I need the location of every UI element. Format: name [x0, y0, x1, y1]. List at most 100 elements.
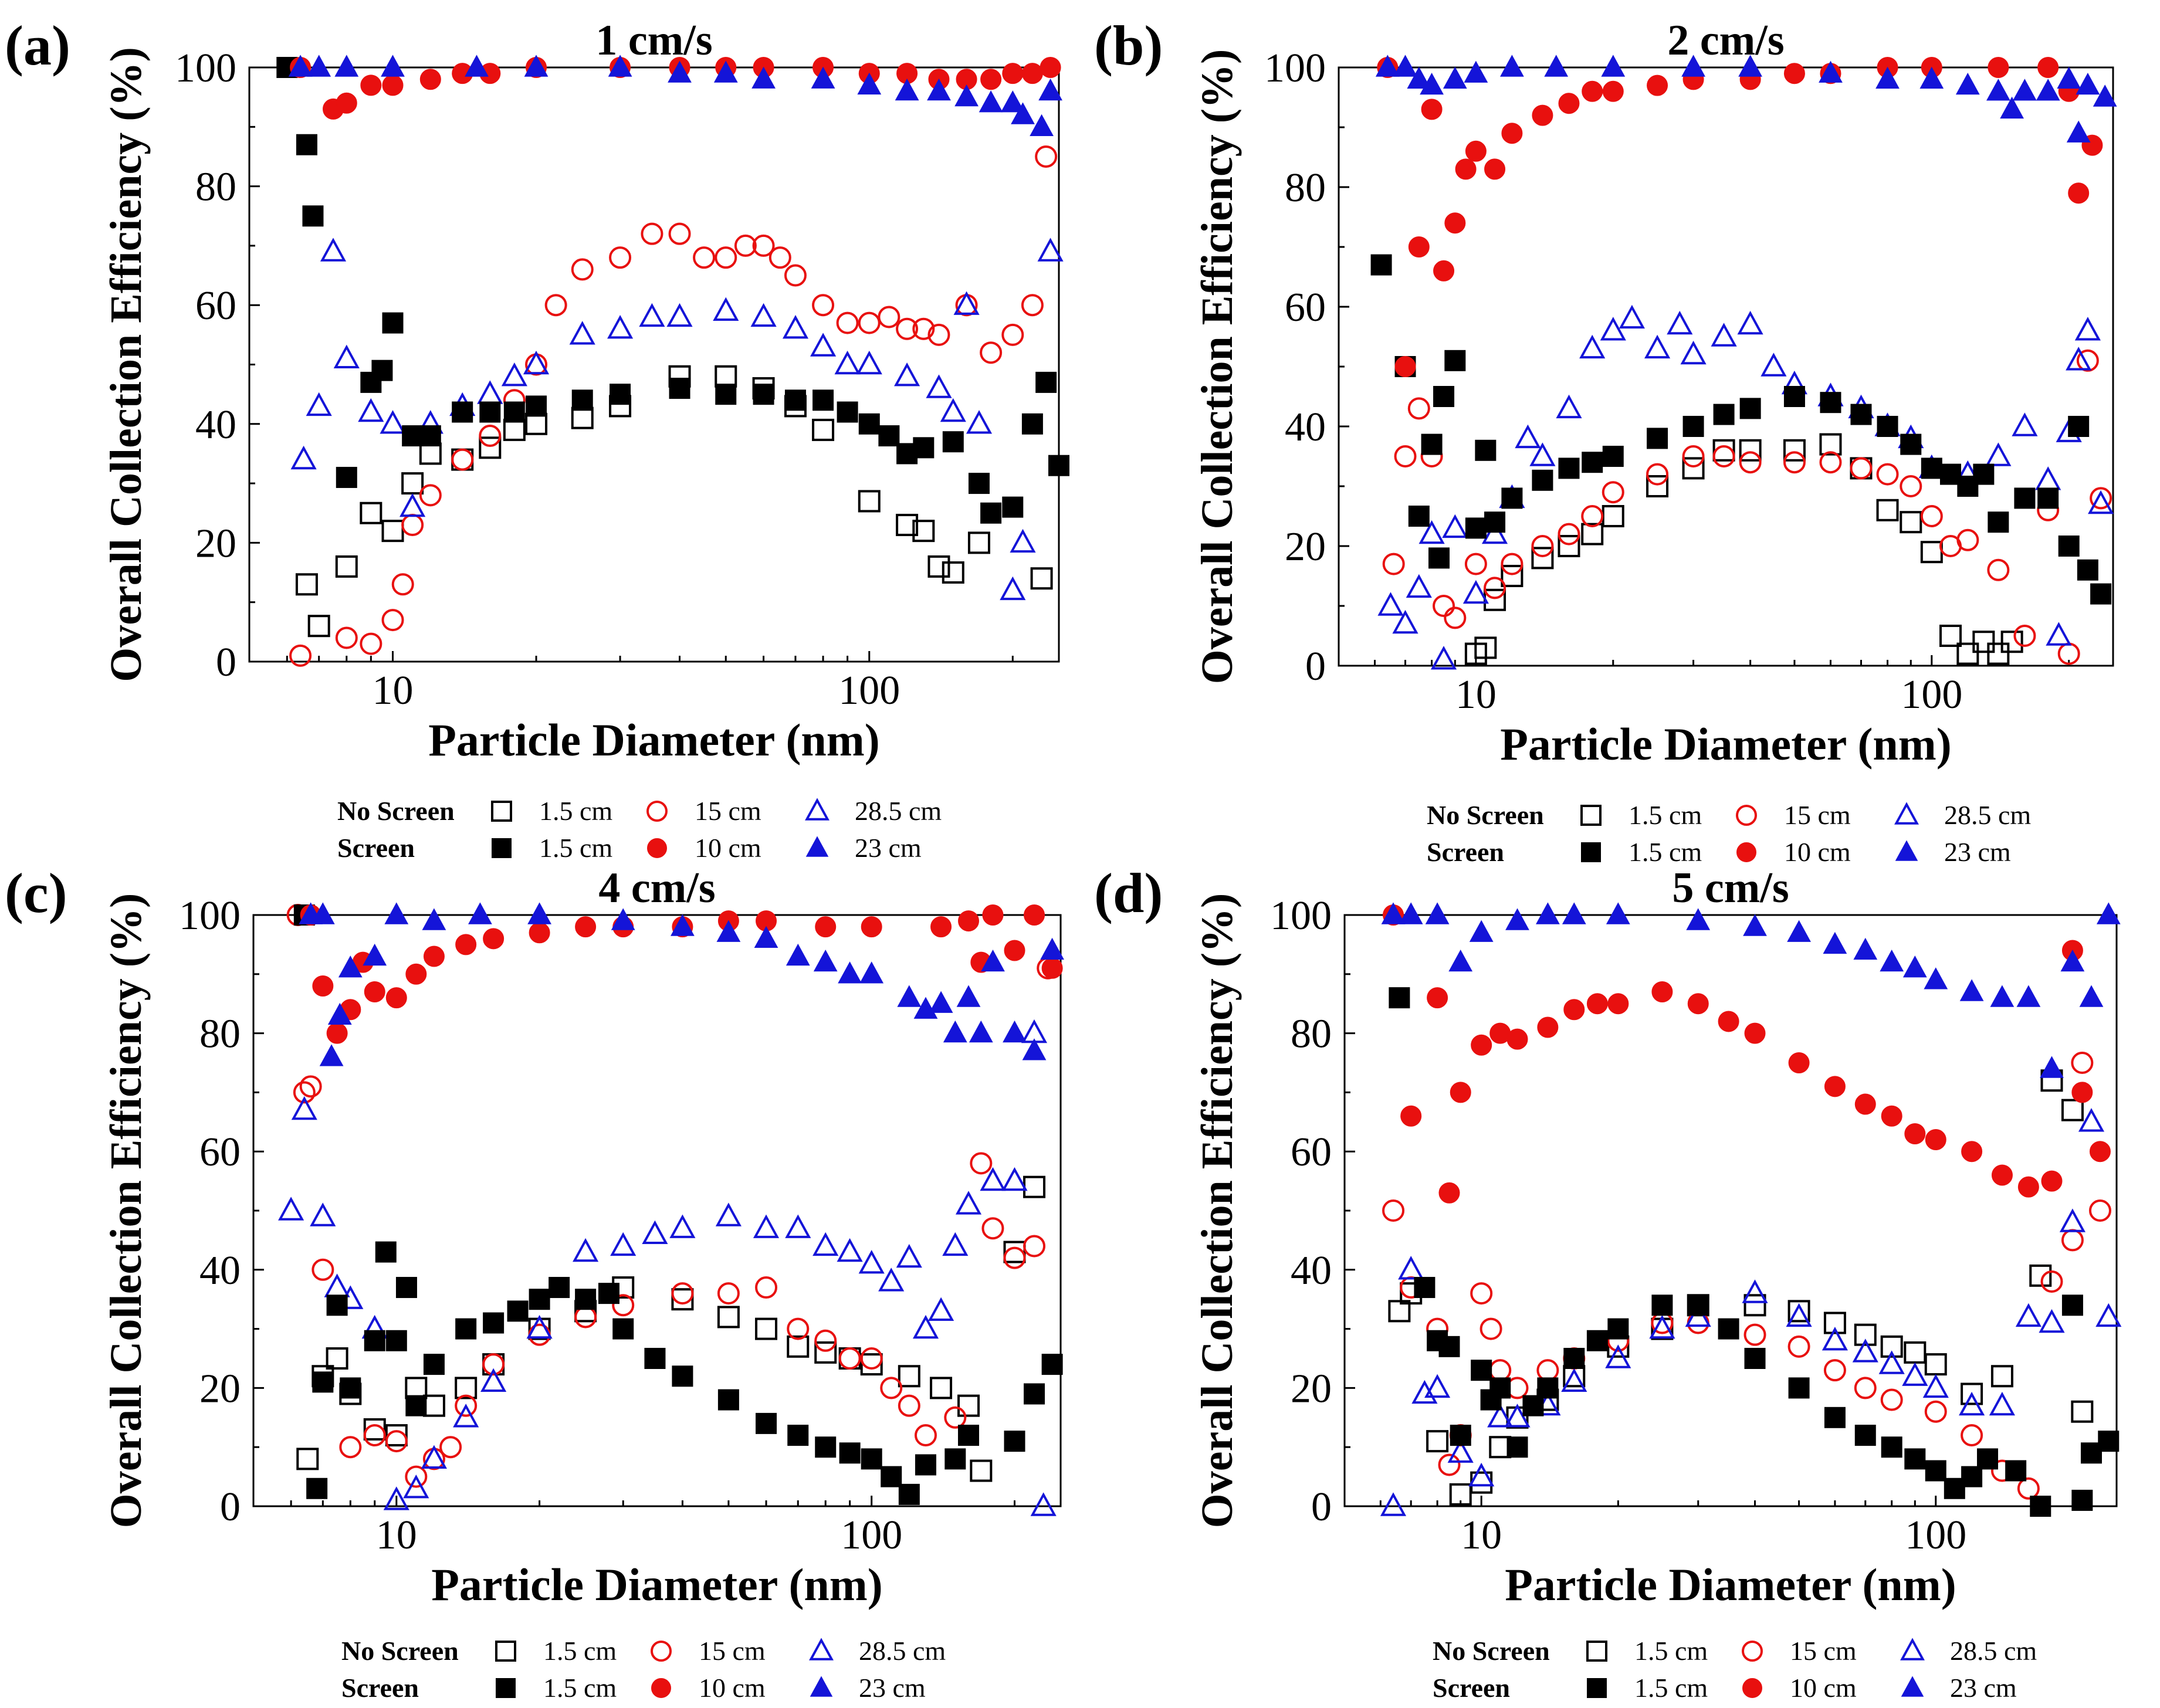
- data-point: [2014, 487, 2036, 509]
- legend-entry-label: 28.5 cm: [855, 796, 942, 826]
- data-point: [1961, 1141, 1983, 1163]
- data-point: [2071, 1052, 2094, 1074]
- data-point: [927, 323, 950, 346]
- series-no-screen-28-5-cm: [278, 1019, 1057, 1516]
- data-point: [1788, 1377, 1810, 1399]
- data-point: [980, 1167, 1006, 1191]
- data-point: [380, 410, 406, 434]
- data-point: [2036, 79, 2060, 101]
- data-point: [482, 1353, 505, 1376]
- data-point: [1904, 1123, 1926, 1144]
- data-point: [913, 997, 938, 1019]
- data-point: [1487, 1404, 1514, 1428]
- data-point: [1030, 114, 1054, 136]
- data-point: [1919, 66, 1944, 89]
- data-point: [2076, 73, 2100, 95]
- data-point: [455, 1318, 477, 1340]
- data-point: [861, 1448, 882, 1470]
- data-point: [1484, 158, 1506, 180]
- data-point: [1455, 158, 1477, 180]
- data-point: [958, 910, 980, 932]
- data-point: [1035, 145, 1058, 168]
- y-tick-label: 40: [195, 402, 236, 448]
- data-point: [455, 1377, 478, 1399]
- data-point: [1380, 1492, 1407, 1516]
- data-point: [1961, 1466, 1983, 1487]
- legend-entry-label: 28.5 cm: [859, 1636, 946, 1666]
- legend-marker: [491, 801, 512, 822]
- data-point: [1900, 511, 1922, 534]
- data-point: [1787, 1300, 1810, 1323]
- data-point: [1411, 1380, 1438, 1404]
- data-point: [2088, 490, 2114, 514]
- data-point: [1444, 212, 1466, 234]
- data-point: [813, 950, 838, 972]
- data-point: [611, 908, 635, 930]
- data-point: [1644, 334, 1671, 359]
- data-point: [834, 350, 861, 375]
- data-point: [598, 1283, 619, 1304]
- x-axis-label: Particle Diameter (nm): [428, 714, 880, 765]
- data-point: [2041, 1170, 2063, 1192]
- data-point: [1822, 1327, 1848, 1351]
- legend-marker: [496, 1678, 516, 1698]
- data-point: [405, 1395, 427, 1416]
- data-point: [1024, 1383, 1045, 1405]
- data-point: [754, 926, 778, 948]
- data-point: [2061, 1099, 2084, 1121]
- data-points: [1380, 902, 2122, 1517]
- data-point: [1820, 392, 1841, 414]
- data-point: [2066, 347, 2092, 371]
- data-point: [898, 1483, 920, 1505]
- data-point: [1421, 433, 1443, 455]
- data-point: [1035, 371, 1057, 393]
- legend-marker: [805, 836, 829, 857]
- data-point: [299, 1075, 322, 1098]
- data-point: [381, 55, 405, 77]
- data-point: [1427, 987, 1448, 1009]
- data-point: [312, 1371, 334, 1393]
- data-point: [1438, 1453, 1461, 1476]
- data-point: [1876, 463, 1899, 486]
- data-point: [1558, 535, 1580, 557]
- data-point: [1711, 323, 1737, 347]
- data-point: [2017, 1176, 2039, 1198]
- data-point: [1382, 553, 1405, 575]
- data-point: [912, 520, 935, 543]
- data-point: [929, 991, 953, 1013]
- data-point: [944, 1406, 967, 1429]
- data-point: [338, 955, 363, 978]
- x-tick-label: 100: [1901, 672, 1962, 717]
- data-point: [1607, 1318, 1629, 1340]
- series-screen-23-cm: [288, 55, 1062, 136]
- data-point: [1464, 60, 1488, 83]
- data-point: [693, 246, 716, 269]
- y-tick-label: 0: [1305, 644, 1326, 689]
- data-point: [2076, 349, 2099, 372]
- data-point: [296, 134, 317, 155]
- data-point: [880, 1377, 903, 1399]
- data-point: [1959, 1391, 1985, 1416]
- data-point: [897, 985, 922, 1007]
- data-point: [717, 1389, 739, 1411]
- data-point: [1682, 445, 1705, 467]
- data-point: [1989, 1391, 2015, 1416]
- data-point: [1852, 1338, 1878, 1363]
- data-point: [1462, 580, 1489, 604]
- data-point: [1506, 1436, 1528, 1458]
- data-point: [1430, 646, 1457, 670]
- data-point: [1924, 1400, 1947, 1423]
- data-point: [503, 401, 525, 423]
- data-point: [1000, 576, 1026, 601]
- data-points: [1370, 55, 2117, 670]
- data-point: [360, 74, 382, 96]
- legend-marker: [1581, 842, 1601, 862]
- data-point: [955, 1191, 982, 1215]
- data-point: [713, 60, 738, 83]
- data-point: [1003, 1241, 1026, 1263]
- data-point: [527, 902, 551, 924]
- legend-entry-label: 1.5 cm: [1634, 1673, 1708, 1703]
- data-point: [940, 398, 966, 422]
- data-point: [1743, 914, 1767, 936]
- data-point: [1824, 1407, 1846, 1428]
